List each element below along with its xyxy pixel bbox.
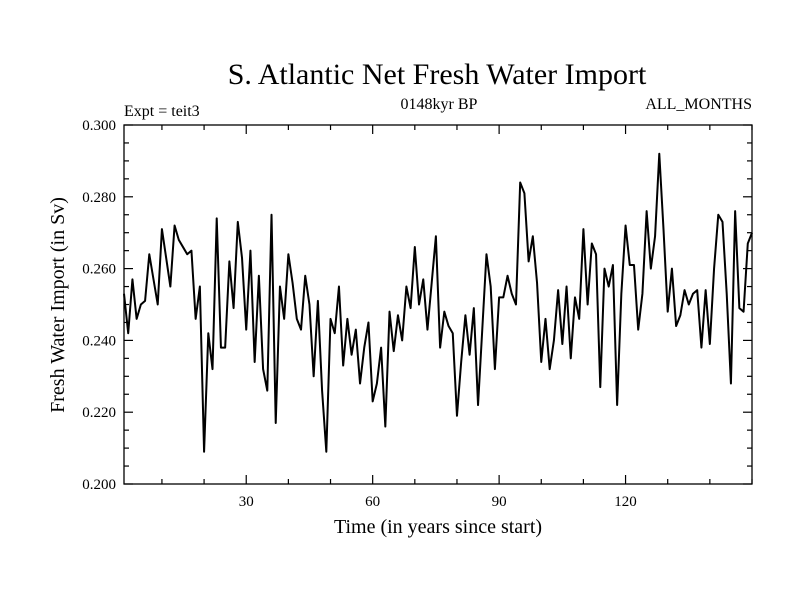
x-tick-label: 120 bbox=[614, 494, 637, 510]
months-label: ALL_MONTHS bbox=[645, 96, 752, 113]
plot-frame bbox=[123, 124, 753, 485]
fresh-water-import-line bbox=[123, 152, 753, 453]
y-tick-label: 0.240 bbox=[82, 333, 116, 349]
y-tick-label: 0.220 bbox=[82, 405, 116, 421]
period-label: 0148kyr BP bbox=[401, 96, 478, 113]
x-tick-label: 90 bbox=[492, 494, 507, 510]
y-tick-label: 0.300 bbox=[82, 118, 116, 134]
chart-title: S. Atlantic Net Fresh Water Import bbox=[228, 58, 647, 91]
x-tick-label: 30 bbox=[239, 494, 254, 510]
y-tick-label: 0.260 bbox=[82, 262, 116, 278]
x-axis-label: Time (in years since start) bbox=[334, 516, 542, 538]
y-tick-label: 0.280 bbox=[82, 190, 116, 206]
y-tick-label: 0.200 bbox=[82, 477, 116, 493]
x-axis-ticks: 30 60 90 120 bbox=[161, 125, 753, 510]
y-axis-ticks: 0.200 0.220 0.240 0.260 0.280 0.300 bbox=[82, 118, 752, 493]
experiment-label: Expt = teit3 bbox=[124, 103, 200, 120]
x-tick-label: 60 bbox=[365, 494, 380, 510]
y-axis-label: Fresh Water Import (in Sv) bbox=[47, 197, 69, 413]
